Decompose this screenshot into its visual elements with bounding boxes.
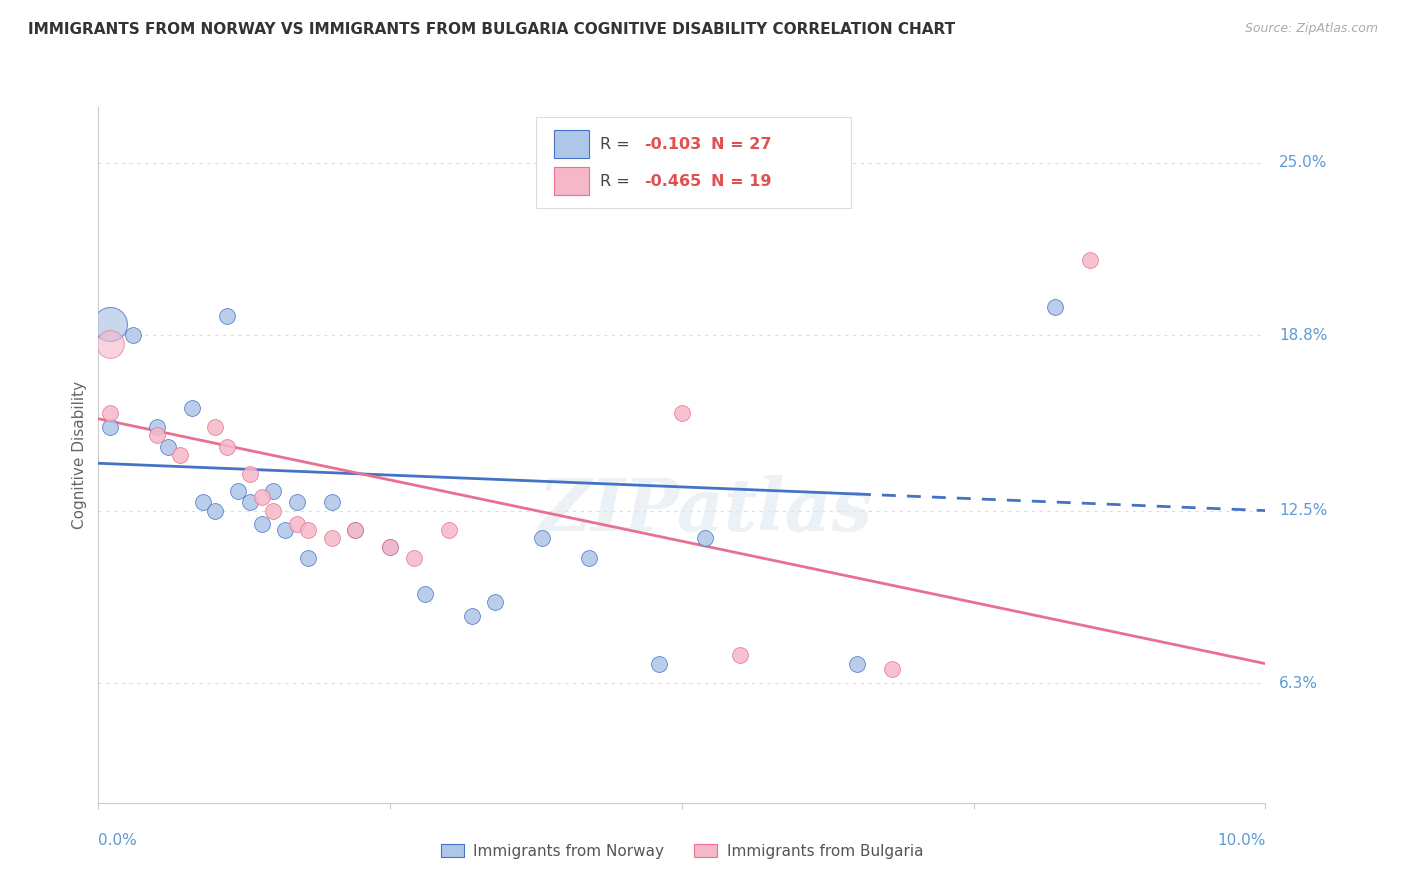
FancyBboxPatch shape bbox=[554, 167, 589, 195]
Point bbox=[378, 540, 402, 554]
Point bbox=[437, 523, 460, 537]
Point bbox=[250, 490, 273, 504]
Text: 10.0%: 10.0% bbox=[1218, 833, 1265, 848]
FancyBboxPatch shape bbox=[536, 118, 851, 208]
Point bbox=[262, 484, 284, 499]
Text: -0.465: -0.465 bbox=[644, 174, 702, 188]
Point bbox=[671, 406, 693, 420]
Point bbox=[262, 503, 284, 517]
Text: R =: R = bbox=[600, 136, 636, 152]
Point bbox=[98, 420, 121, 434]
Point bbox=[845, 657, 868, 671]
Point bbox=[880, 662, 903, 676]
Point bbox=[695, 532, 717, 546]
Point bbox=[274, 523, 297, 537]
Text: IMMIGRANTS FROM NORWAY VS IMMIGRANTS FROM BULGARIA COGNITIVE DISABILITY CORRELAT: IMMIGRANTS FROM NORWAY VS IMMIGRANTS FRO… bbox=[28, 22, 955, 37]
Point bbox=[228, 484, 250, 499]
Text: R =: R = bbox=[600, 174, 636, 188]
Point bbox=[193, 495, 215, 509]
Point bbox=[169, 448, 191, 462]
Text: Source: ZipAtlas.com: Source: ZipAtlas.com bbox=[1244, 22, 1378, 36]
Point bbox=[321, 495, 343, 509]
Point bbox=[297, 523, 319, 537]
Point bbox=[297, 550, 319, 565]
Text: N = 19: N = 19 bbox=[711, 174, 772, 188]
Text: -0.103: -0.103 bbox=[644, 136, 702, 152]
Point bbox=[146, 428, 169, 442]
Point bbox=[157, 440, 180, 454]
Point bbox=[180, 401, 202, 415]
Text: N = 27: N = 27 bbox=[711, 136, 772, 152]
Point bbox=[98, 406, 121, 420]
Point bbox=[321, 532, 343, 546]
Point bbox=[344, 523, 367, 537]
Point bbox=[239, 467, 262, 482]
Point bbox=[530, 532, 553, 546]
Point bbox=[647, 657, 669, 671]
Y-axis label: Cognitive Disability: Cognitive Disability bbox=[72, 381, 87, 529]
Text: 0.0%: 0.0% bbox=[98, 833, 138, 848]
Legend: Immigrants from Norway, Immigrants from Bulgaria: Immigrants from Norway, Immigrants from … bbox=[434, 838, 929, 864]
Point bbox=[204, 503, 226, 517]
Point bbox=[98, 336, 121, 351]
Point bbox=[344, 523, 367, 537]
Point bbox=[1045, 301, 1067, 315]
Text: 12.5%: 12.5% bbox=[1279, 503, 1327, 518]
Point bbox=[461, 609, 484, 624]
Point bbox=[239, 495, 262, 509]
Point bbox=[578, 550, 600, 565]
Point bbox=[204, 420, 226, 434]
Point bbox=[215, 440, 238, 454]
Point bbox=[378, 540, 402, 554]
Point bbox=[215, 309, 238, 323]
Text: 18.8%: 18.8% bbox=[1279, 327, 1327, 343]
Point bbox=[728, 648, 751, 663]
Point bbox=[484, 595, 506, 609]
Point bbox=[146, 420, 169, 434]
Point bbox=[98, 317, 121, 331]
Point bbox=[285, 495, 308, 509]
Point bbox=[250, 517, 273, 532]
Point bbox=[122, 328, 145, 343]
Point bbox=[285, 517, 308, 532]
Point bbox=[402, 550, 425, 565]
FancyBboxPatch shape bbox=[554, 130, 589, 158]
Point bbox=[413, 587, 436, 601]
Point bbox=[1080, 253, 1102, 268]
Text: 6.3%: 6.3% bbox=[1279, 675, 1319, 690]
Text: ZIPatlas: ZIPatlas bbox=[538, 475, 872, 546]
Text: 25.0%: 25.0% bbox=[1279, 155, 1327, 170]
